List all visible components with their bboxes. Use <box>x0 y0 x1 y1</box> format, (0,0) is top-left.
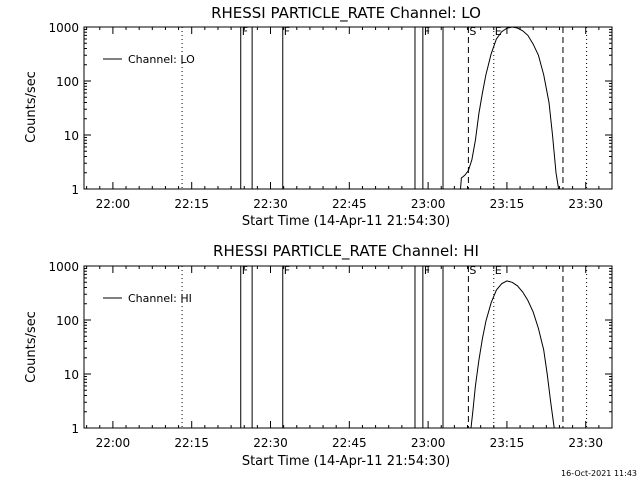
y-tick-label: 10 <box>64 368 79 382</box>
y-tick-label: 1 <box>71 183 79 197</box>
x-tick-label: 22:00 <box>96 436 131 450</box>
y-tick-label: 100 <box>56 314 79 328</box>
lo-panel-title: RHESSI PARTICLE_RATE Channel: LO <box>211 4 481 23</box>
series-line <box>470 280 555 429</box>
hi-legend-label: Channel: HI <box>128 292 192 305</box>
x-tick-label: 22:45 <box>332 197 367 211</box>
marker-label: E <box>495 25 502 38</box>
y-tick-label: 10 <box>64 129 79 143</box>
y-tick-label: 1 <box>71 422 79 436</box>
x-tick-label: 22:15 <box>174 197 209 211</box>
marker-label: F <box>424 264 430 277</box>
plot-frame <box>83 26 613 190</box>
hi-legend: Channel: HI <box>103 292 192 305</box>
marker-label: F <box>242 264 248 277</box>
x-tick-label: 23:30 <box>568 197 603 211</box>
y-tick-label: 1000 <box>48 21 79 35</box>
x-tick-label: 23:15 <box>490 197 525 211</box>
lo-channel-panel: RHESSI PARTICLE_RATE Channel: LO Counts/… <box>24 4 613 229</box>
x-tick-label: 22:45 <box>332 436 367 450</box>
x-tick-label: 22:15 <box>174 436 209 450</box>
marker-label: F <box>284 264 290 277</box>
hi-y-axis-label: Counts/sec <box>24 311 39 383</box>
x-tick-label: 22:00 <box>96 197 131 211</box>
hi-channel-panel: RHESSI PARTICLE_RATE Channel: HI Counts/… <box>24 242 613 469</box>
hi-x-axis-label: Start Time (14-Apr-11 21:54:30) <box>242 454 450 469</box>
x-tick-label: 23:00 <box>411 197 446 211</box>
marker-label: S <box>469 25 476 38</box>
y-tick-label: 100 <box>56 75 79 89</box>
x-tick-label: 23:30 <box>568 436 603 450</box>
marker-label: E <box>495 264 502 277</box>
lo-legend-label: Channel: LO <box>128 53 195 66</box>
lo-legend: Channel: LO <box>103 53 195 66</box>
marker-label: F <box>424 25 430 38</box>
marker-label: F <box>284 25 290 38</box>
lo-y-axis-label: Counts/sec <box>24 71 39 143</box>
x-tick-label: 23:00 <box>411 436 446 450</box>
footer-timestamp: 16-Oct-2021 11:43 <box>561 469 637 478</box>
hi-panel-title: RHESSI PARTICLE_RATE Channel: HI <box>213 242 479 261</box>
marker-label: S <box>469 264 476 277</box>
lo-x-axis-label: Start Time (14-Apr-11 21:54:30) <box>242 214 450 229</box>
series-line <box>460 26 560 190</box>
x-tick-label: 22:30 <box>253 197 288 211</box>
y-tick-label: 1000 <box>48 260 79 274</box>
plot-frame <box>83 265 613 429</box>
x-tick-label: 22:30 <box>253 436 288 450</box>
marker-label: F <box>242 25 248 38</box>
x-tick-label: 23:15 <box>490 436 525 450</box>
